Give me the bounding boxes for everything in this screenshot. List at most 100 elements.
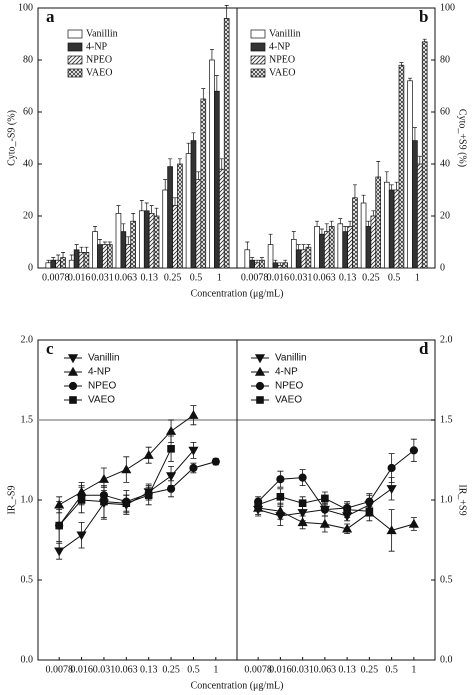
x-tick-label: 0.031 xyxy=(93,664,116,675)
error-bar xyxy=(209,49,214,60)
marker xyxy=(365,497,374,506)
error-bar xyxy=(224,5,229,19)
y-tick-label: 0 xyxy=(440,262,445,273)
bar xyxy=(267,244,274,269)
marker xyxy=(189,463,198,473)
marker xyxy=(166,484,176,493)
bar xyxy=(185,153,192,269)
bar xyxy=(300,249,307,269)
bar xyxy=(115,213,122,269)
bar xyxy=(97,244,103,269)
bar xyxy=(291,239,297,269)
marker xyxy=(55,521,63,530)
bar xyxy=(106,244,113,269)
bar xyxy=(214,90,220,269)
marker xyxy=(409,446,418,455)
legend-label: 4-NP xyxy=(88,367,111,378)
error-bar xyxy=(163,179,168,190)
marker xyxy=(365,507,374,515)
marker xyxy=(387,463,396,473)
legend-label: NPEO xyxy=(86,54,112,65)
error-bar xyxy=(283,259,288,263)
bar xyxy=(421,41,428,269)
error-bar xyxy=(319,228,324,235)
error-bar xyxy=(149,205,154,214)
error-bar xyxy=(191,132,196,141)
error-bar xyxy=(201,88,206,99)
x-tick-label: 0.5 xyxy=(187,664,200,675)
y-axis-title: Cyto_+S9 (%) xyxy=(457,109,468,167)
bar xyxy=(218,168,225,269)
bar xyxy=(200,98,207,269)
bar xyxy=(249,259,255,269)
x-tick-label: 0.25 xyxy=(162,664,180,675)
y-tick-label: 80 xyxy=(440,54,450,65)
legend-label: Vanillin xyxy=(275,353,307,364)
bar xyxy=(209,59,215,269)
x-tick-label: 0.13 xyxy=(140,664,158,675)
panel-label: c xyxy=(46,339,54,358)
bar xyxy=(130,220,136,269)
marker xyxy=(275,505,286,515)
y-tick-label: 1.5 xyxy=(21,414,34,425)
legend-swatch xyxy=(67,68,83,78)
x-tick-label: 0.016 xyxy=(267,272,290,283)
y-tick-label: 20 xyxy=(23,210,33,221)
error-bar xyxy=(348,220,353,227)
bar xyxy=(139,210,145,269)
y-tick-label: 0 xyxy=(28,262,33,273)
bar xyxy=(305,246,312,269)
marker xyxy=(122,499,131,507)
marker xyxy=(298,473,307,482)
marker xyxy=(121,464,132,474)
marker xyxy=(386,525,397,535)
bar xyxy=(314,226,320,269)
bar xyxy=(244,249,251,269)
error-bar xyxy=(84,246,89,253)
x-axis-title: Concentration (μg/mL) xyxy=(191,680,284,691)
legend-label: Vanillin xyxy=(269,28,301,39)
error-bar xyxy=(93,226,98,232)
legend-label: VAEO xyxy=(275,395,302,406)
x-tick-label: 0.0078 xyxy=(42,272,70,283)
error-bar xyxy=(273,259,278,263)
marker xyxy=(254,501,262,509)
legend-swatch xyxy=(250,55,266,65)
y-tick-label: 2.0 xyxy=(440,334,453,345)
bar xyxy=(365,226,372,269)
marker xyxy=(343,505,351,514)
x-tick-label: 0.063 xyxy=(314,664,337,675)
error-bar xyxy=(417,155,422,164)
legend-marker xyxy=(67,354,79,364)
y-tick-label: 1.0 xyxy=(440,494,453,505)
bar xyxy=(277,265,284,269)
series-line xyxy=(58,448,172,526)
error-bar xyxy=(250,257,255,261)
bar xyxy=(337,223,344,269)
bar xyxy=(78,252,85,269)
bar xyxy=(223,18,230,269)
marker xyxy=(77,496,86,504)
error-bar xyxy=(154,207,159,216)
error-bar xyxy=(278,262,283,266)
marker xyxy=(211,457,220,466)
bar xyxy=(282,262,288,269)
x-tick-label: 0.0078 xyxy=(45,664,73,675)
error-bar xyxy=(371,210,376,216)
bar xyxy=(177,163,183,269)
error-bar xyxy=(352,184,357,198)
x-tick-label: 0.063 xyxy=(313,272,336,283)
panel-label: d xyxy=(419,339,429,358)
error-bar xyxy=(79,246,84,253)
y-tick-label: 1.0 xyxy=(21,494,34,505)
bar xyxy=(393,189,400,269)
error-bar xyxy=(102,241,107,245)
bar xyxy=(172,205,178,269)
legend-label: VAEO xyxy=(88,395,115,406)
bar xyxy=(388,189,395,269)
x-tick-label: 0.031 xyxy=(91,272,114,283)
error-bar xyxy=(376,161,381,177)
legend-swatch xyxy=(250,68,266,78)
bar xyxy=(55,259,61,269)
marker xyxy=(298,499,307,507)
